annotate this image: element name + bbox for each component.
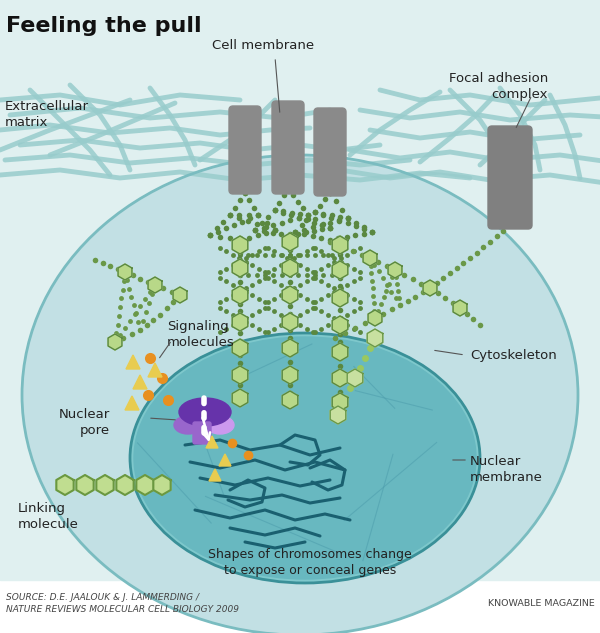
Polygon shape <box>148 363 162 377</box>
Polygon shape <box>363 250 377 266</box>
Polygon shape <box>368 310 382 326</box>
Polygon shape <box>125 396 139 410</box>
Polygon shape <box>332 261 348 279</box>
Polygon shape <box>332 393 348 411</box>
Polygon shape <box>332 236 348 254</box>
Polygon shape <box>232 313 248 331</box>
FancyBboxPatch shape <box>272 101 304 194</box>
FancyBboxPatch shape <box>488 126 532 229</box>
Polygon shape <box>282 339 298 357</box>
Polygon shape <box>56 475 74 495</box>
Text: KNOWABLE MAGAZINE: KNOWABLE MAGAZINE <box>488 599 595 608</box>
Polygon shape <box>388 262 402 278</box>
Text: Focal adhesion
complex: Focal adhesion complex <box>449 72 548 101</box>
Polygon shape <box>282 259 298 277</box>
Polygon shape <box>116 475 134 495</box>
Polygon shape <box>282 391 298 409</box>
Text: Linking
molecule: Linking molecule <box>18 502 79 531</box>
Polygon shape <box>332 289 348 307</box>
Text: Signaling
molecules: Signaling molecules <box>167 320 235 349</box>
Polygon shape <box>332 343 348 361</box>
Text: Nuclear
pore: Nuclear pore <box>59 408 110 437</box>
Polygon shape <box>282 286 298 304</box>
Polygon shape <box>332 316 348 334</box>
Polygon shape <box>232 339 248 357</box>
Polygon shape <box>206 436 218 448</box>
Polygon shape <box>97 475 113 495</box>
Text: SOURCE: D.E. JAALOUK & J. LAMMERDING /: SOURCE: D.E. JAALOUK & J. LAMMERDING / <box>6 593 199 602</box>
Polygon shape <box>282 313 298 331</box>
Polygon shape <box>133 375 147 389</box>
FancyBboxPatch shape <box>229 106 261 194</box>
Polygon shape <box>423 280 437 296</box>
Polygon shape <box>76 475 94 495</box>
Polygon shape <box>219 454 231 466</box>
Polygon shape <box>154 475 170 495</box>
Text: Nuclear
membrane: Nuclear membrane <box>470 455 543 484</box>
Polygon shape <box>173 287 187 303</box>
FancyBboxPatch shape <box>314 108 346 196</box>
Polygon shape <box>232 366 248 384</box>
Ellipse shape <box>179 398 231 426</box>
Ellipse shape <box>134 337 476 579</box>
Polygon shape <box>108 334 122 350</box>
Polygon shape <box>367 329 383 347</box>
Text: NATURE REVIEWS MOLECULAR CELL BIOLOGY 2009: NATURE REVIEWS MOLECULAR CELL BIOLOGY 20… <box>6 605 239 614</box>
Polygon shape <box>136 475 154 495</box>
Polygon shape <box>332 369 348 387</box>
Polygon shape <box>148 277 162 293</box>
FancyBboxPatch shape <box>193 422 211 444</box>
Polygon shape <box>232 286 248 304</box>
Polygon shape <box>282 366 298 384</box>
Polygon shape <box>232 236 248 254</box>
Polygon shape <box>282 233 298 251</box>
Text: Feeling the pull: Feeling the pull <box>6 16 202 36</box>
Ellipse shape <box>206 416 234 434</box>
Polygon shape <box>330 406 346 424</box>
Polygon shape <box>232 389 248 407</box>
Ellipse shape <box>130 333 480 583</box>
Ellipse shape <box>174 416 202 434</box>
Polygon shape <box>453 300 467 316</box>
Polygon shape <box>118 264 132 280</box>
Polygon shape <box>232 259 248 277</box>
Text: Extracellular
matrix: Extracellular matrix <box>5 100 89 129</box>
Text: Cytoskeleton: Cytoskeleton <box>470 349 557 361</box>
Polygon shape <box>126 355 140 369</box>
Text: Cell membrane: Cell membrane <box>212 39 314 52</box>
Polygon shape <box>347 369 363 387</box>
Ellipse shape <box>22 155 578 633</box>
Text: Shapes of chromosomes change
to expose or conceal genes: Shapes of chromosomes change to expose o… <box>208 548 412 577</box>
Polygon shape <box>209 469 221 481</box>
